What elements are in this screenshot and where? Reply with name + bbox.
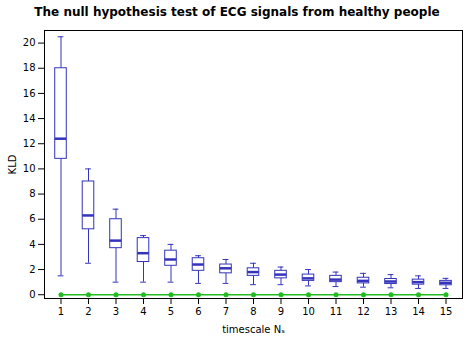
svg-text:4: 4 bbox=[29, 239, 35, 250]
svg-text:10: 10 bbox=[23, 163, 36, 174]
svg-text:3: 3 bbox=[113, 306, 119, 317]
svg-text:2: 2 bbox=[85, 306, 91, 317]
svg-text:5: 5 bbox=[168, 306, 174, 317]
svg-text:14: 14 bbox=[412, 306, 425, 317]
svg-text:timescale Nₛ: timescale Nₛ bbox=[222, 324, 285, 335]
svg-text:12: 12 bbox=[357, 306, 370, 317]
svg-text:13: 13 bbox=[385, 306, 398, 317]
svg-text:8: 8 bbox=[250, 306, 256, 317]
svg-text:0: 0 bbox=[29, 289, 35, 300]
html-text:The null hypothesis test of EC: The null hypothesis test of ECG signals … bbox=[34, 5, 440, 19]
svg-text:15: 15 bbox=[440, 306, 453, 317]
svg-text:7: 7 bbox=[223, 306, 229, 317]
svg-text:12: 12 bbox=[23, 138, 36, 149]
svg-text:10: 10 bbox=[302, 306, 315, 317]
svg-text:16: 16 bbox=[23, 88, 36, 99]
svg-text:14: 14 bbox=[23, 113, 36, 124]
svg-text:20: 20 bbox=[23, 37, 36, 48]
svg-text:KLD: KLD bbox=[7, 154, 18, 174]
svg-text:6: 6 bbox=[195, 306, 201, 317]
svg-text:6: 6 bbox=[29, 213, 35, 224]
svg-text:8: 8 bbox=[29, 188, 35, 199]
svg-text:18: 18 bbox=[23, 62, 36, 73]
svg-text:4: 4 bbox=[140, 306, 146, 317]
svg-text:1: 1 bbox=[58, 306, 64, 317]
svg-text:2: 2 bbox=[29, 264, 35, 275]
svg-text:11: 11 bbox=[330, 306, 343, 317]
svg-text:9: 9 bbox=[278, 306, 284, 317]
